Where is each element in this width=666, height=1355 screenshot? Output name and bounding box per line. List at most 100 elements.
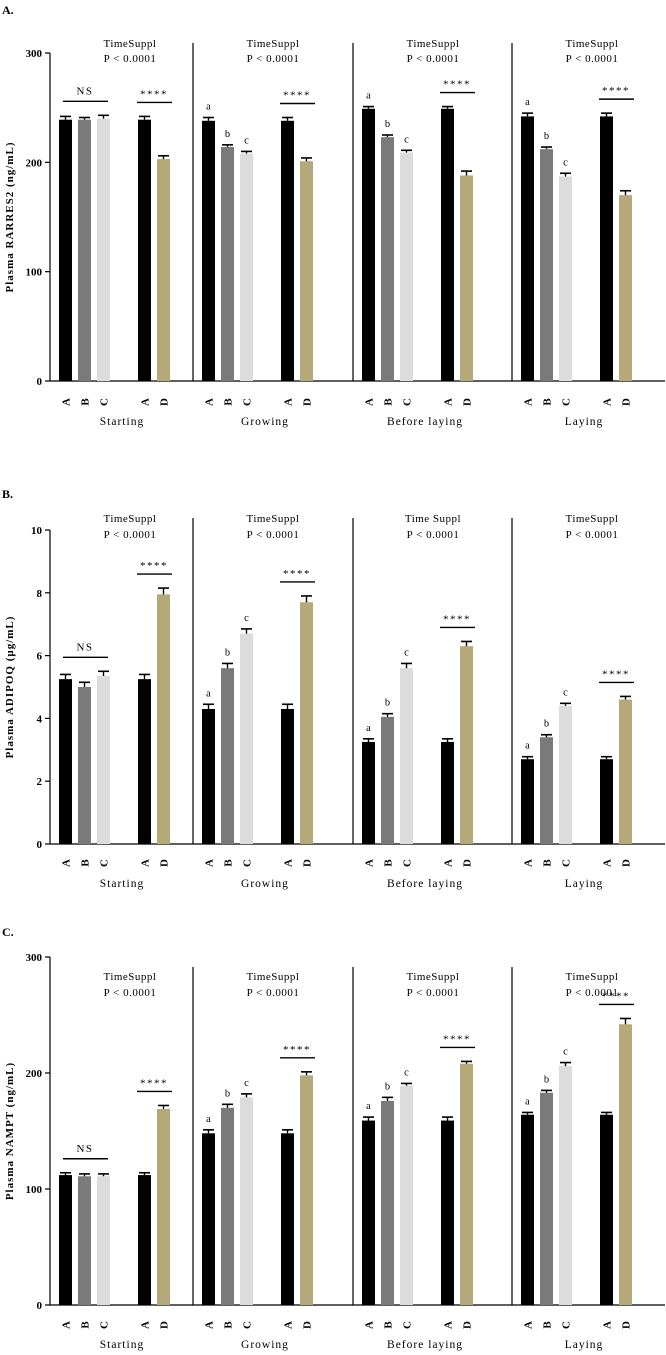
significance-letter: c bbox=[244, 1078, 249, 1089]
x-tick-label: A bbox=[140, 1321, 152, 1329]
y-axis-label: Plasma NAMPT (ng/mL) bbox=[4, 1062, 16, 1200]
bar bbox=[281, 708, 294, 844]
x-tick-label: C bbox=[561, 398, 573, 406]
significance-stars: **** bbox=[443, 79, 471, 91]
y-tick-label: 0 bbox=[37, 1300, 43, 1312]
x-tick-label: D bbox=[302, 398, 314, 406]
stat-test-label: TimeSuppl bbox=[246, 971, 299, 983]
significance-letter: b bbox=[544, 131, 549, 142]
bar bbox=[157, 1108, 170, 1305]
bar bbox=[138, 119, 151, 382]
p-value-label: P < 0.0001 bbox=[104, 987, 157, 999]
bar bbox=[619, 195, 632, 381]
x-tick-label: A bbox=[364, 859, 376, 867]
x-tick-label: B bbox=[80, 859, 92, 867]
x-tick-label: A bbox=[523, 398, 535, 406]
significance-stars: **** bbox=[602, 85, 630, 97]
stat-test-label: TimeSuppl bbox=[103, 971, 156, 983]
x-tick-label: A bbox=[523, 859, 535, 867]
x-tick-label: C bbox=[561, 859, 573, 867]
bar bbox=[202, 708, 215, 844]
bar bbox=[460, 175, 473, 381]
bar bbox=[400, 152, 413, 381]
x-tick-label: B bbox=[223, 398, 235, 406]
x-tick-label: C bbox=[99, 1321, 111, 1329]
y-tick-label: 0 bbox=[37, 839, 43, 851]
significance-letter: c bbox=[563, 1047, 568, 1058]
x-tick-label: A bbox=[443, 859, 455, 867]
x-tick-label: C bbox=[402, 1321, 414, 1329]
bar bbox=[300, 602, 313, 844]
stat-test-label: TimeSuppl bbox=[246, 513, 299, 525]
bar bbox=[559, 705, 572, 844]
bar bbox=[559, 1066, 572, 1305]
x-tick-label: B bbox=[542, 1321, 554, 1329]
significance-letter: b bbox=[544, 719, 549, 730]
x-tick-label: A bbox=[283, 1321, 295, 1329]
chart-panel-1: A. Plasma RARRES2 (ng/mL) 0 100 200 300 TimeSu… bbox=[2, 3, 665, 428]
bar bbox=[460, 646, 473, 844]
x-tick-label: A bbox=[602, 1321, 614, 1329]
p-value-label: P < 0.0001 bbox=[407, 53, 460, 65]
significance-letter: a bbox=[366, 723, 371, 734]
bar bbox=[559, 176, 572, 381]
significance-letter: c bbox=[244, 613, 249, 624]
group-label: Starting bbox=[100, 878, 144, 890]
bar bbox=[221, 668, 234, 844]
bar bbox=[540, 149, 553, 381]
significance-stars: **** bbox=[602, 990, 630, 1002]
y-tick-label: 10 bbox=[31, 525, 43, 537]
bar bbox=[300, 1075, 313, 1305]
y-axis-label: Plasma ADIPOQ (µg/mL) bbox=[4, 616, 16, 759]
bar bbox=[78, 1176, 91, 1305]
bar bbox=[138, 1175, 151, 1305]
significance-stars: **** bbox=[140, 1077, 168, 1089]
x-tick-label: D bbox=[302, 859, 314, 867]
x-tick-label: A bbox=[61, 859, 73, 867]
significance-stars: **** bbox=[602, 668, 630, 680]
group-label: Before laying bbox=[387, 416, 463, 428]
bar bbox=[600, 116, 613, 381]
stat-test-label: Time Suppl bbox=[405, 513, 461, 525]
bar bbox=[240, 153, 253, 381]
bar bbox=[240, 633, 253, 844]
x-tick-label: A bbox=[443, 1321, 455, 1329]
bar bbox=[381, 1100, 394, 1305]
x-tick-label: C bbox=[561, 1321, 573, 1329]
bar bbox=[540, 1092, 553, 1305]
significance-stars: **** bbox=[283, 568, 311, 580]
p-value-label: P < 0.0001 bbox=[566, 987, 619, 999]
bar bbox=[619, 699, 632, 844]
p-value-label: P < 0.0001 bbox=[247, 53, 300, 65]
x-tick-label: B bbox=[542, 859, 554, 867]
x-tick-label: A bbox=[283, 398, 295, 406]
significance-letter: b bbox=[225, 129, 230, 140]
group-label: Before laying bbox=[387, 1339, 463, 1351]
bar bbox=[362, 108, 375, 381]
y-tick-label: 4 bbox=[37, 713, 43, 725]
bar bbox=[221, 1107, 234, 1305]
bar bbox=[362, 741, 375, 844]
x-tick-label: B bbox=[223, 1321, 235, 1329]
x-tick-label: A bbox=[61, 398, 73, 406]
x-tick-label: D bbox=[159, 1321, 171, 1329]
x-tick-label: A bbox=[364, 398, 376, 406]
group-label: Laying bbox=[565, 1339, 604, 1351]
y-tick-label: 0 bbox=[37, 376, 43, 388]
group-label: Laying bbox=[565, 878, 604, 890]
panel-label: A. bbox=[2, 3, 14, 17]
y-tick-label: 300 bbox=[26, 48, 43, 60]
significance-letter: a bbox=[206, 688, 211, 699]
stat-test-label: TimeSuppl bbox=[406, 971, 459, 983]
bar bbox=[400, 1085, 413, 1305]
significance-letter: b bbox=[225, 1088, 230, 1099]
y-tick-label: 200 bbox=[26, 1068, 43, 1080]
y-tick-label: 8 bbox=[37, 588, 43, 600]
x-tick-label: B bbox=[223, 859, 235, 867]
